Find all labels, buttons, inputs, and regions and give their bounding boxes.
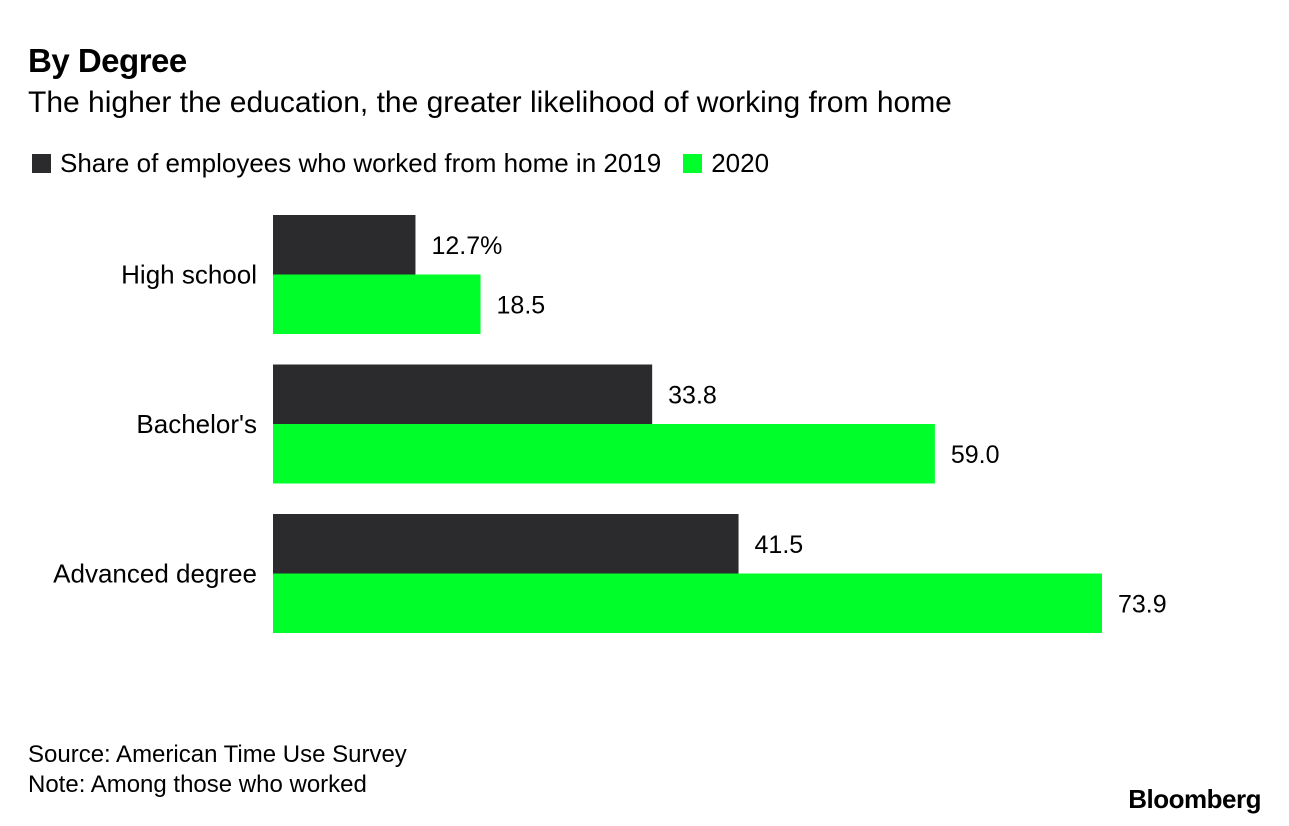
- category-label: Bachelor's: [136, 409, 257, 439]
- bar-2020: [273, 573, 1102, 633]
- legend-label-2019: Share of employees who worked from home …: [60, 148, 662, 178]
- brand-logo: Bloomberg: [1128, 784, 1261, 814]
- legend-item-2020: 2020: [683, 148, 769, 179]
- footnote: Note: Among those who worked: [28, 771, 367, 798]
- data-label: 59.0: [951, 441, 1000, 469]
- category-label: High school: [121, 260, 257, 290]
- legend-swatch-2020: [683, 154, 703, 173]
- legend-item-2019: Share of employees who worked from home …: [32, 148, 661, 179]
- bar-chart: High school 12.7% 18.5 Bachelor's 33.8 59.0 Ad…: [53, 215, 1167, 633]
- legend-label-2020: 2020: [711, 148, 770, 178]
- bar-2020: [273, 424, 935, 484]
- data-label: 33.8: [668, 381, 717, 409]
- footer: Source: American Time Use Survey Note: A…: [28, 740, 407, 800]
- source-note: Source: American Time Use Survey: [28, 741, 407, 768]
- bar-2019: [273, 514, 739, 574]
- bar-2019: [273, 215, 416, 275]
- data-label: 18.5: [497, 291, 546, 319]
- chart-title: By Degree: [28, 42, 187, 79]
- category-label: Advanced degree: [53, 559, 257, 589]
- bar-2019: [273, 364, 653, 424]
- bar-2020: [273, 274, 481, 334]
- legend: Share of employees who worked from home …: [32, 148, 791, 179]
- data-label: 12.7%: [431, 232, 502, 260]
- data-label: 41.5: [755, 531, 804, 559]
- legend-swatch-2019: [32, 154, 51, 173]
- data-label: 73.9: [1118, 590, 1167, 618]
- chart-subtitle: The higher the education, the greater li…: [28, 86, 952, 119]
